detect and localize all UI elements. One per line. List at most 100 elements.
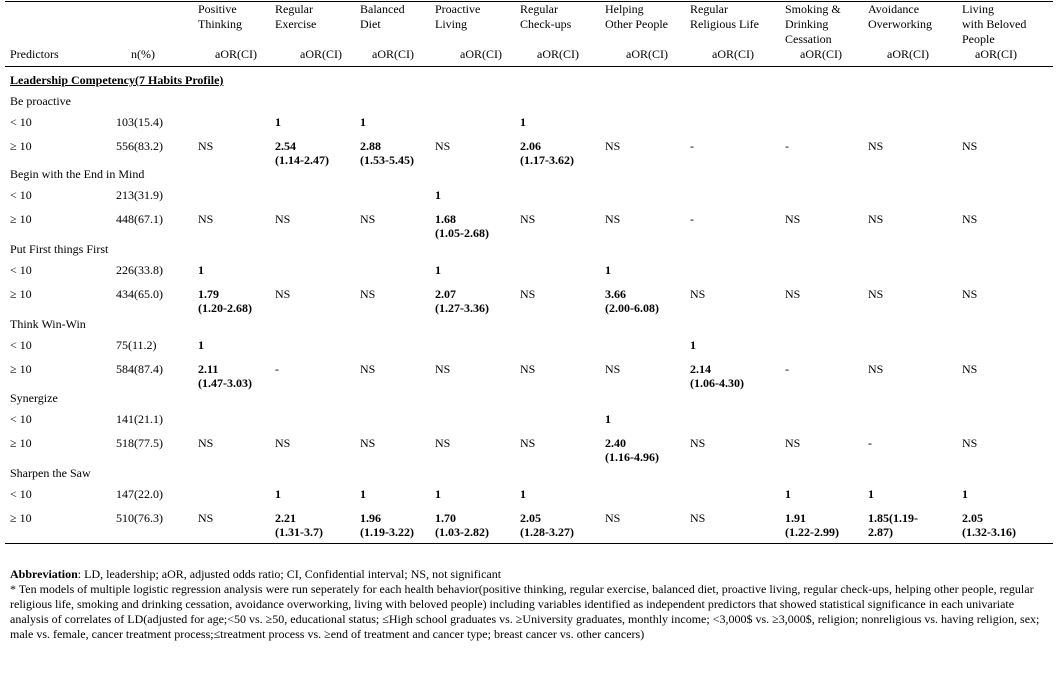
aor-estimate: NS <box>360 362 376 376</box>
aor-estimate: 2.11 <box>198 362 219 376</box>
aor-value: 1 <box>435 487 441 501</box>
aor-value: NS <box>962 139 977 153</box>
aor-value: NS <box>868 287 883 301</box>
aor-estimate: 1 <box>360 487 366 501</box>
aor-value: NS <box>275 287 290 301</box>
aor-value: NS <box>520 436 535 450</box>
aor-confidence-interval: (1.14-2.47) <box>275 153 329 167</box>
n-percent-value: 448(67.1) <box>116 212 163 226</box>
habit-name: Be proactive <box>10 94 71 108</box>
aor-value: 1 <box>690 338 696 352</box>
aor-estimate: NS <box>520 362 536 376</box>
aor-value: 1 <box>962 487 968 501</box>
aor-estimate: NS <box>868 287 884 301</box>
aor-confidence-interval: (1.20-2.68) <box>198 301 252 315</box>
column-header-line: Regular <box>275 2 313 16</box>
aor-estimate: 2.05 <box>520 511 541 525</box>
aor-estimate: - <box>690 212 694 226</box>
column-header-line: Religious Life <box>690 17 759 31</box>
score-group-label: ≥ 10 <box>10 139 32 153</box>
column-header-line: Cessation <box>785 32 832 46</box>
aor-value: 1 <box>360 115 366 129</box>
aor-confidence-interval: (1.28-3.27) <box>520 525 574 539</box>
aor-estimate: NS <box>962 212 978 226</box>
aor-confidence-interval: (1.05-2.68) <box>435 226 489 240</box>
aor-value: - <box>690 212 694 226</box>
aor-value: NS <box>360 362 375 376</box>
aor-estimate: NS <box>868 139 884 153</box>
aor-value: 1 <box>275 487 281 501</box>
aor-estimate: 1.85(1.19- <box>868 511 918 525</box>
column-measure-label: aOR(CI) <box>887 47 929 61</box>
aor-estimate: - <box>785 139 789 153</box>
aor-value: NS <box>435 436 450 450</box>
aor-value: 2.11 (1.47-3.03) <box>198 362 252 390</box>
aor-confidence-interval: 2.87) <box>868 525 893 539</box>
abbreviation-label: Abbreviation <box>10 567 78 581</box>
aor-estimate: NS <box>962 362 978 376</box>
aor-estimate: 1.70 <box>435 511 456 525</box>
aor-value: - <box>785 362 789 376</box>
column-measure-label: aOR(CI) <box>372 47 414 61</box>
aor-value: NS <box>868 362 883 376</box>
aor-value: NS <box>435 139 450 153</box>
aor-value: NS <box>275 212 290 226</box>
column-header-line: Diet <box>360 17 381 31</box>
aor-estimate: NS <box>962 139 978 153</box>
column-header-line: Check-ups <box>520 17 572 31</box>
aor-estimate: NS <box>520 212 536 226</box>
aor-value: 3.66 (2.00-6.08) <box>605 287 659 315</box>
score-group-label: < 10 <box>10 115 32 129</box>
aor-estimate: 2.54 <box>275 139 296 153</box>
aor-confidence-interval: (1.27-3.36) <box>435 301 489 315</box>
aor-estimate: NS <box>868 212 884 226</box>
aor-estimate: 1.68 <box>435 212 456 226</box>
aor-value: NS <box>520 287 535 301</box>
n-percent-value: 556(83.2) <box>116 139 163 153</box>
aor-value: NS <box>690 287 705 301</box>
aor-value: NS <box>868 212 883 226</box>
column-header-line: Thinking <box>198 17 242 31</box>
aor-estimate: NS <box>785 287 801 301</box>
score-group-label: < 10 <box>10 487 32 501</box>
aor-estimate: NS <box>520 287 536 301</box>
aor-estimate: 2.07 <box>435 287 456 301</box>
aor-value: NS <box>605 212 620 226</box>
aor-estimate: 3.66 <box>605 287 626 301</box>
aor-estimate: NS <box>275 436 291 450</box>
aor-value: 2.40 (1.16-4.96) <box>605 436 659 464</box>
aor-value: NS <box>198 436 213 450</box>
aor-estimate: 1 <box>275 115 281 129</box>
column-measure-label: aOR(CI) <box>712 47 754 61</box>
aor-confidence-interval: (1.16-4.96) <box>605 450 659 464</box>
n-percent-value: 147(22.0) <box>116 487 163 501</box>
aor-value: NS <box>962 287 977 301</box>
aor-value: NS <box>435 362 450 376</box>
aor-value: NS <box>198 511 213 525</box>
aor-value: - <box>275 362 279 376</box>
aor-estimate: NS <box>275 287 291 301</box>
aor-estimate: - <box>785 362 789 376</box>
habit-name: Synergize <box>10 391 58 405</box>
aor-estimate: NS <box>198 436 214 450</box>
regression-note: * Ten models of multiple logistic regres… <box>10 582 1040 641</box>
aor-confidence-interval: (1.53-5.45) <box>360 153 414 167</box>
score-group-label: ≥ 10 <box>10 362 32 376</box>
n-percent-value: 510(76.3) <box>116 511 163 525</box>
aor-confidence-interval: (1.19-3.22) <box>360 525 414 539</box>
column-header-line: Helping <box>605 2 644 16</box>
aor-estimate: 1.96 <box>360 511 381 525</box>
column-header-line: with Beloved <box>962 17 1027 31</box>
aor-confidence-interval: (1.31-3.7) <box>275 525 323 539</box>
aor-value: 2.07 (1.27-3.36) <box>435 287 489 315</box>
column-measure-label: aOR(CI) <box>975 47 1017 61</box>
habit-name: Think Win-Win <box>10 317 86 331</box>
aor-value: NS <box>962 362 977 376</box>
abbreviation-text: : LD, leadership; aOR, adjusted odds rat… <box>77 567 502 581</box>
section-title: Leadership Competency(7 Habits Profile) <box>10 73 224 87</box>
aor-value: NS <box>962 212 977 226</box>
column-measure-label: aOR(CI) <box>626 47 668 61</box>
aor-estimate: 1 <box>690 338 696 352</box>
column-header-line: Proactive <box>435 2 481 16</box>
score-group-label: < 10 <box>10 412 32 426</box>
